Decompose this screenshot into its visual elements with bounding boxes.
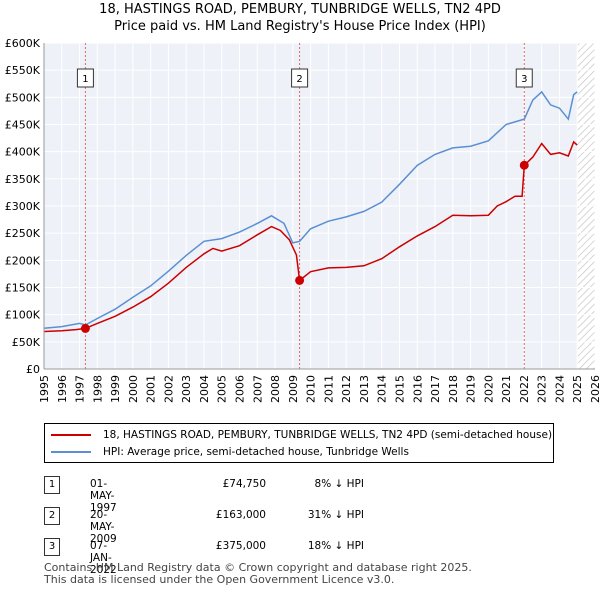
x-tick-label: 2022 bbox=[518, 375, 531, 403]
x-tick-label: 2024 bbox=[553, 375, 566, 403]
x-tick-label: 2001 bbox=[145, 375, 158, 403]
x-tick-label: 2002 bbox=[162, 375, 175, 403]
x-tick-label: 2019 bbox=[465, 375, 478, 403]
y-tick-label: £500K bbox=[5, 91, 41, 104]
sale-marker-box bbox=[76, 68, 94, 88]
x-tick-label: 1998 bbox=[91, 375, 104, 403]
transaction-price: £74,750 bbox=[222, 478, 266, 490]
transaction-number: 3 bbox=[44, 538, 60, 556]
y-tick-label: £200K bbox=[5, 254, 41, 267]
x-tick-label: 2004 bbox=[198, 375, 211, 403]
x-tick-label: 2009 bbox=[287, 375, 300, 403]
x-tick-label: 1996 bbox=[56, 375, 69, 403]
transaction-date: 01-MAY-1997 bbox=[90, 478, 117, 514]
x-tick-label: 2025 bbox=[571, 375, 584, 403]
transaction-price: £375,000 bbox=[215, 540, 266, 552]
sale-marker-label: 3 bbox=[521, 74, 527, 85]
y-tick-label: £350K bbox=[5, 173, 41, 186]
x-tick-label: 2017 bbox=[429, 375, 442, 403]
sale-point bbox=[519, 160, 529, 170]
x-tick-label: 2014 bbox=[376, 375, 389, 403]
x-tick-label: 2026 bbox=[589, 375, 600, 403]
y-tick-label: £400K bbox=[5, 146, 41, 159]
chart-title: 18, HASTINGS ROAD, PEMBURY, TUNBRIDGE WE… bbox=[99, 2, 501, 17]
legend-swatch-red bbox=[51, 434, 91, 436]
y-tick-label: £100K bbox=[5, 309, 41, 322]
x-tick-label: 1999 bbox=[109, 375, 122, 403]
sale-point bbox=[295, 275, 305, 285]
chart-subtitle: Price paid vs. HM Land Registry's House … bbox=[114, 19, 486, 34]
sale-marker-label: 1 bbox=[82, 74, 88, 85]
series-line bbox=[43, 90, 578, 330]
transaction-number: 1 bbox=[44, 476, 60, 494]
x-tick-label: 2006 bbox=[234, 375, 247, 403]
x-tick-label: 2020 bbox=[482, 375, 495, 403]
sale-marker-box bbox=[291, 68, 309, 88]
transaction-hpi: 18% ↓ HPI bbox=[307, 540, 364, 552]
y-tick-label: £150K bbox=[5, 282, 41, 295]
x-tick-label: 2008 bbox=[269, 375, 282, 403]
transaction-date: 07-JAN-2022 bbox=[90, 540, 117, 576]
x-tick-label: 2023 bbox=[536, 375, 549, 403]
sale-marker-label: 2 bbox=[296, 74, 302, 85]
x-tick-label: 2007 bbox=[251, 375, 264, 403]
price-chart: £0 £50K £100K £150K £200K £250K £300K £350K £400… bbox=[5, 37, 600, 403]
x-tick-label: 2010 bbox=[305, 375, 318, 403]
transaction-date: 20-MAY-2009 bbox=[90, 509, 117, 545]
x-tick-label: 2015 bbox=[393, 375, 406, 403]
legend-item-hpi: HPI: Average price, semi-detached house,… bbox=[51, 444, 409, 460]
x-tick-label: 2011 bbox=[322, 375, 335, 403]
legend-swatch-blue bbox=[51, 451, 91, 453]
footer-license: This data is licensed under the Open Gov… bbox=[44, 573, 395, 586]
footer-copyright: Contains HM Land Registry data © Crown c… bbox=[44, 561, 472, 574]
legend-label-hpi: HPI: Average price, semi-detached house,… bbox=[103, 446, 409, 458]
sale-point bbox=[80, 323, 90, 333]
x-tick-label: 2000 bbox=[127, 375, 140, 403]
y-tick-label: £250K bbox=[5, 227, 41, 240]
transaction-price: £163,000 bbox=[215, 509, 266, 521]
transaction-number: 2 bbox=[44, 507, 60, 525]
x-tick-label: 2013 bbox=[358, 375, 371, 403]
x-tick-label: 2021 bbox=[500, 375, 513, 403]
y-tick-label: £450K bbox=[5, 119, 41, 132]
sale-marker-box bbox=[515, 68, 533, 88]
y-tick-label: £600K bbox=[5, 37, 41, 50]
x-tick-label: 2005 bbox=[216, 375, 229, 403]
y-tick-label: £300K bbox=[5, 200, 41, 213]
y-tick-label: £550K bbox=[5, 64, 41, 77]
legend-label-property: 18, HASTINGS ROAD, PEMBURY, TUNBRIDGE WE… bbox=[103, 429, 553, 441]
y-tick-label: £50K bbox=[12, 336, 41, 349]
x-tick-label: 2018 bbox=[447, 375, 460, 403]
legend-item-property: 18, HASTINGS ROAD, PEMBURY, TUNBRIDGE WE… bbox=[51, 427, 552, 443]
x-tick-label: 1995 bbox=[38, 375, 51, 403]
transaction-hpi: 8% ↓ HPI bbox=[314, 478, 364, 490]
x-tick-label: 1997 bbox=[74, 375, 87, 403]
transaction-hpi: 31% ↓ HPI bbox=[307, 509, 364, 521]
x-tick-label: 2016 bbox=[411, 375, 424, 403]
legend: 18, HASTINGS ROAD, PEMBURY, TUNBRIDGE WE… bbox=[44, 423, 554, 463]
x-tick-label: 2003 bbox=[180, 375, 193, 403]
x-tick-label: 2012 bbox=[340, 375, 353, 403]
y-tick-label: £0 bbox=[26, 363, 40, 376]
